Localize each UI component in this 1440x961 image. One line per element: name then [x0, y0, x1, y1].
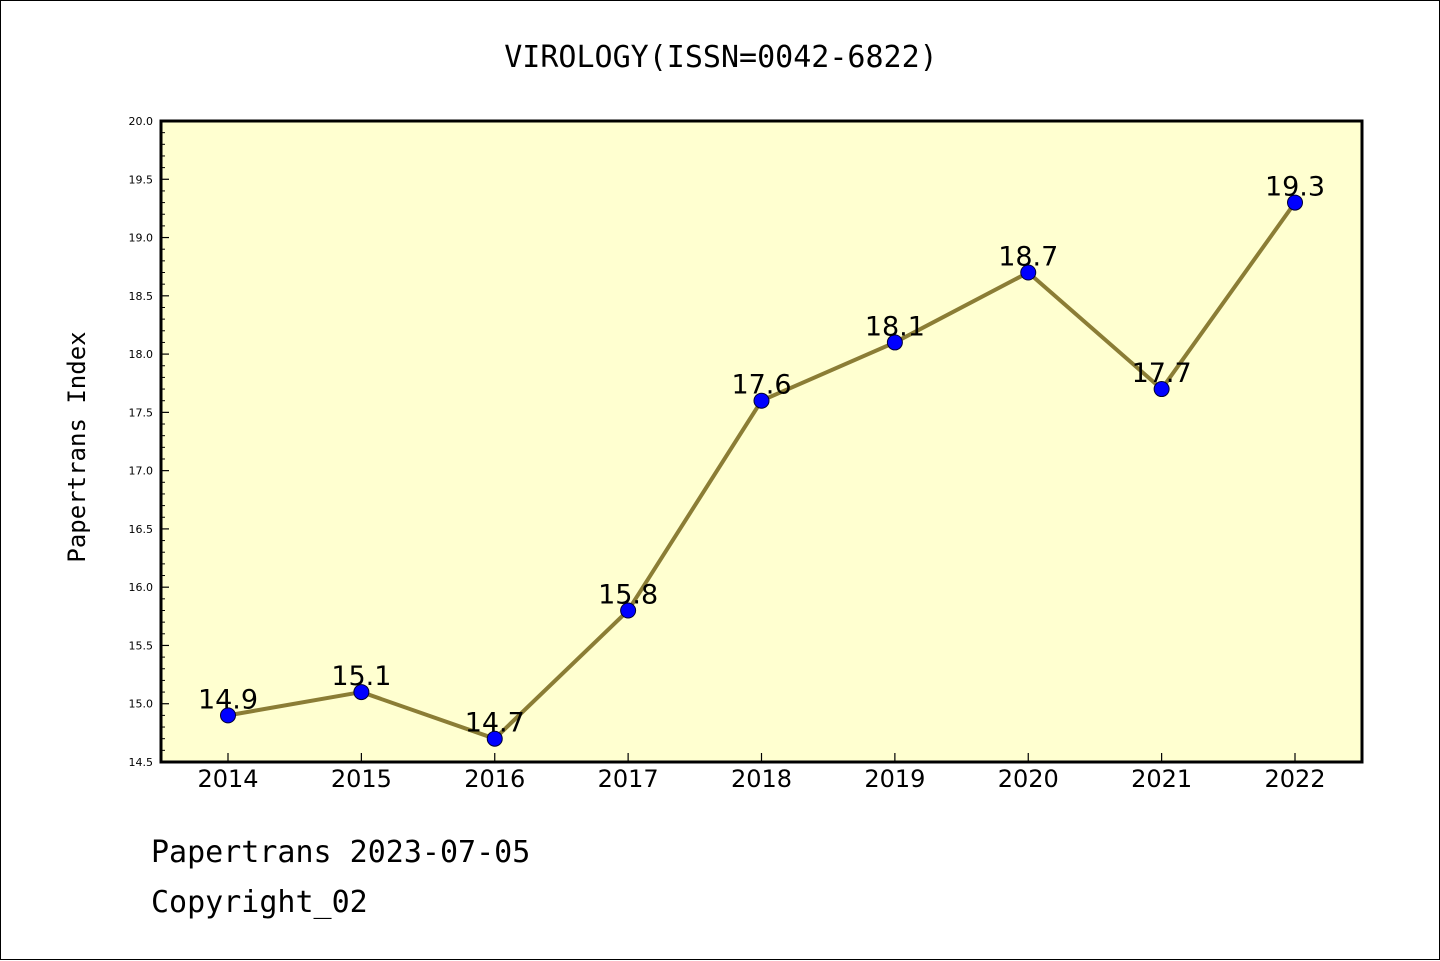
y-tick-label: 16.5 — [129, 523, 154, 536]
x-tick-label: 2016 — [464, 765, 525, 793]
data-value-label: 14.9 — [198, 684, 258, 715]
footer-date-line: Papertrans 2023-07-05 — [151, 835, 531, 870]
y-tick-label: 19.5 — [129, 173, 154, 186]
data-point-marker — [1153, 381, 1170, 398]
data-value-label: 14.7 — [465, 708, 525, 739]
data-value-label: 17.6 — [731, 370, 791, 401]
data-point-marker — [753, 392, 770, 409]
x-axis: 2014 2015 2016 2017 2018 2019 2020 2021 2022 — [197, 753, 1326, 793]
data-value-label: 18.7 — [998, 242, 1058, 273]
footer-copyright-line: Copyright_02 — [151, 885, 368, 920]
data-point-marker — [1020, 264, 1037, 281]
x-tick-label: 2022 — [1264, 765, 1325, 793]
series-line-group — [220, 194, 1303, 747]
chart-title: VIROLOGY(ISSN=0042-6822) — [504, 40, 937, 75]
data-value-label: 17.7 — [1132, 358, 1192, 389]
y-tick-label: 14.5 — [129, 756, 154, 769]
x-tick-label: 2021 — [1131, 765, 1192, 793]
y-tick-label: 17.5 — [129, 406, 154, 419]
x-tick-label: 2019 — [864, 765, 925, 793]
y-tick-label: 15.5 — [129, 639, 154, 652]
x-tick-label: 2014 — [197, 765, 258, 793]
y-tick-label: 19.0 — [129, 232, 154, 245]
data-value-label: 15.1 — [331, 661, 391, 692]
y-tick-label: 15.0 — [129, 698, 154, 711]
data-point-marker — [1287, 194, 1303, 211]
data-point-marker — [220, 707, 236, 724]
y-tick-label: 17.0 — [129, 465, 154, 478]
x-tick-label: 2018 — [731, 765, 792, 793]
y-axis: 14.5 15.0 15.5 16.0 16.5 17.0 17.5 18.0 18.5 19.0… — [129, 115, 169, 769]
data-value-label: 19.3 — [1265, 172, 1325, 203]
data-point-marker — [886, 334, 903, 351]
data-value-label: 18.1 — [865, 311, 925, 342]
data-value-label: 15.8 — [598, 579, 658, 610]
x-tick-label: 2015 — [331, 765, 392, 793]
x-tick-label: 2020 — [998, 765, 1059, 793]
y-tick-label: 20.0 — [129, 115, 154, 128]
data-labels: 14.9 15.1 14.7 15.8 17.6 18.1 18.7 17.7 19.3 — [198, 172, 1325, 739]
data-point-marker — [353, 684, 370, 701]
y-axis-label: Papertrans Index — [63, 331, 91, 562]
data-point-marker — [486, 730, 503, 747]
y-tick-label: 18.5 — [129, 290, 154, 303]
plot-area — [159, 119, 1364, 764]
y-tick-label: 16.0 — [129, 581, 154, 594]
y-tick-label: 18.0 — [129, 348, 154, 361]
data-point-marker — [620, 602, 637, 619]
x-tick-label: 2017 — [598, 765, 659, 793]
